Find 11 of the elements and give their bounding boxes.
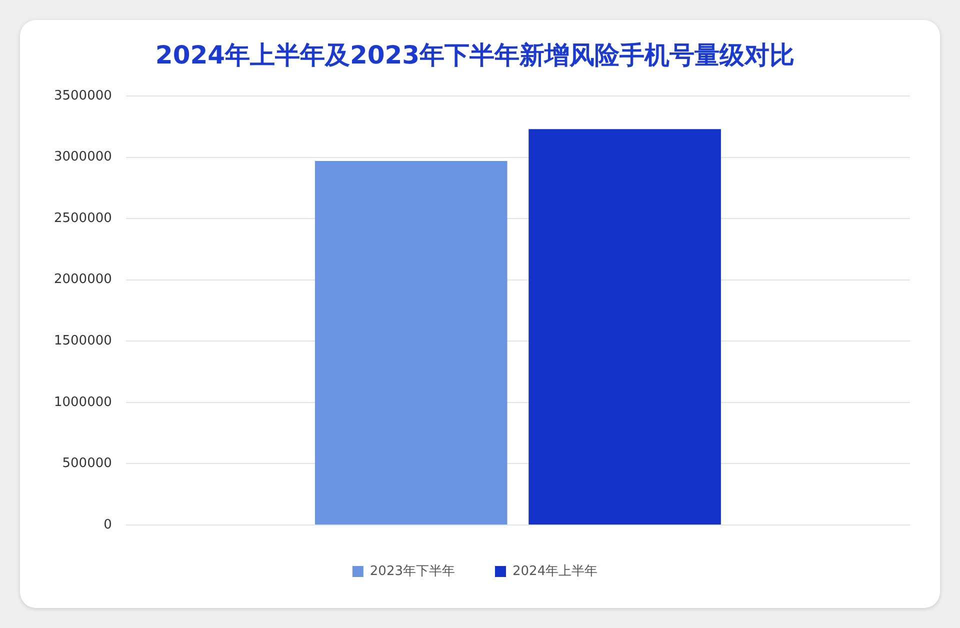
y-tick-label: 1500000 [54, 334, 112, 349]
y-tick-label: 3500000 [54, 88, 112, 104]
legend-label: 2024年上半年 [512, 564, 598, 579]
y-tick-label: 1000000 [54, 394, 112, 410]
chart-title: 2024年上半年及2023年下半年新增风险手机号量级对比 [155, 40, 795, 70]
y-tick-label: 2500000 [54, 210, 112, 226]
legend-label: 2023年下半年 [370, 564, 456, 579]
y-tick-label: 3000000 [54, 150, 112, 165]
y-tick-label: 2000000 [54, 272, 112, 288]
y-tick-label: 0 [104, 517, 112, 532]
y-tick-label: 500000 [62, 456, 112, 472]
